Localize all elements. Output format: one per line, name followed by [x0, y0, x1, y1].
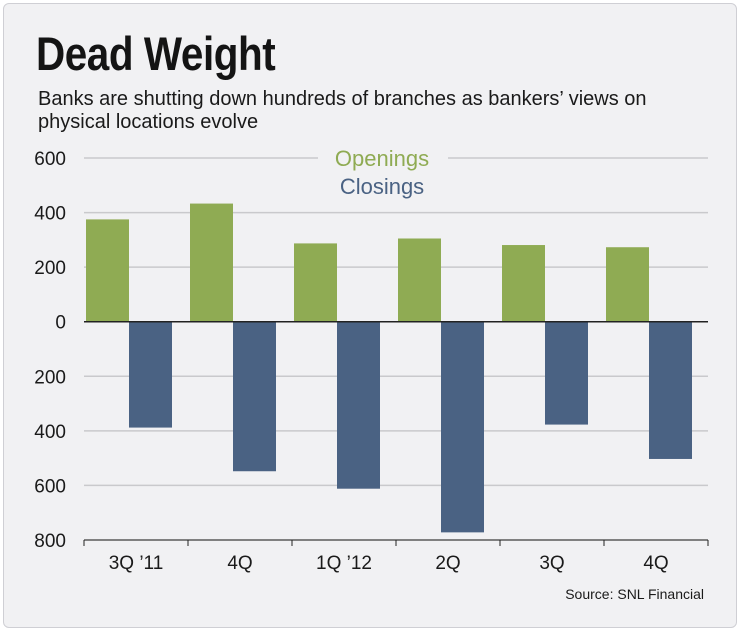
x-tick-label: 3Q ’11 — [109, 553, 164, 574]
source-note: Source: SNL Financial — [565, 586, 704, 602]
subtitle: Banks are shutting down hundreds of bran… — [38, 88, 647, 133]
y-tick-label: 600 — [34, 149, 66, 170]
y-tick-label: 400 — [34, 422, 66, 443]
bar-openings — [294, 243, 337, 322]
x-tick-label: 3Q — [539, 553, 564, 574]
x-tick-label: 2Q — [435, 553, 460, 574]
x-tick-label: 4Q — [643, 553, 668, 574]
bar-closings — [649, 321, 692, 459]
y-tick-label: 200 — [34, 367, 66, 388]
bar-openings — [606, 247, 649, 322]
bar-closings — [233, 321, 276, 472]
legend-layer: Openings Closings — [318, 146, 448, 199]
bar-openings — [398, 238, 441, 322]
x-tick-label: 4Q — [227, 553, 252, 574]
grid-layer — [84, 157, 708, 541]
y-tick-label: 800 — [34, 531, 66, 552]
page-title: Dead Weight — [36, 27, 276, 80]
y-tick-label: 400 — [34, 204, 66, 225]
bar-closings — [337, 321, 380, 489]
bars-layer — [86, 203, 692, 533]
x-tick-label: 1Q ’12 — [316, 553, 372, 574]
bar-closings — [129, 321, 172, 428]
bar-openings — [190, 203, 233, 322]
legend-closings: Closings — [340, 174, 424, 199]
bar-openings — [86, 219, 129, 322]
bar-closings — [441, 321, 484, 533]
y-tick-label: 200 — [34, 258, 66, 279]
y-tick-label: 0 — [55, 313, 66, 334]
bar-openings — [502, 245, 545, 322]
y-tick-label: 600 — [34, 476, 66, 497]
legend-background — [318, 146, 448, 198]
axis-layer: 600 400 200 0 200 400 600 800 3Q ’11 4Q 1Q ’12 2Q 3Q… — [34, 149, 709, 574]
bar-closings — [545, 321, 588, 425]
legend-openings: Openings — [335, 146, 429, 171]
